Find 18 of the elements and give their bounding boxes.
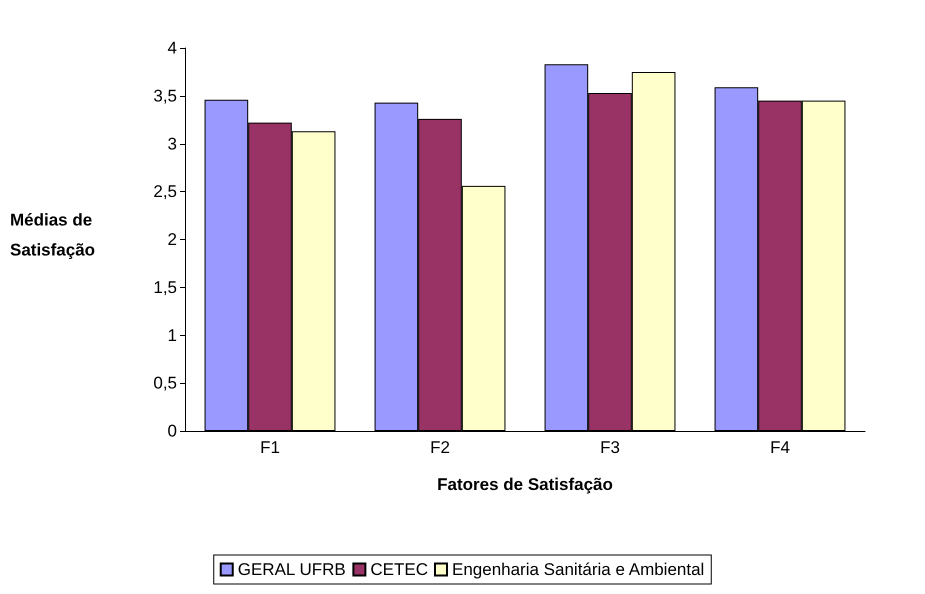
y-tick-label: 2 xyxy=(168,230,177,249)
y-tick-label: 1 xyxy=(168,326,177,345)
x-tick-label: F1 xyxy=(260,438,280,457)
x-axis-title: Fatores de Satisfação xyxy=(437,475,613,494)
y-tick-label: 1,5 xyxy=(153,278,177,297)
y-tick-label: 3,5 xyxy=(153,86,177,106)
y-axis-title: Médias de Satisfação xyxy=(10,210,96,260)
x-tick-label: F4 xyxy=(770,438,790,457)
legend-label: GERAL UFRB xyxy=(238,560,346,579)
legend-label: Engenharia Sanitária e Ambiental xyxy=(452,560,704,579)
y-tick-label: 3 xyxy=(168,134,177,154)
y-tick-label: 2,5 xyxy=(153,182,177,202)
y-tick-label: 0,5 xyxy=(153,374,177,393)
y-tick-label: 0 xyxy=(168,422,177,440)
x-tick-label: F3 xyxy=(600,438,620,457)
x-tick-label: F2 xyxy=(430,438,450,457)
legend-label: CETEC xyxy=(370,560,428,579)
y-tick-label: 4 xyxy=(168,38,177,58)
